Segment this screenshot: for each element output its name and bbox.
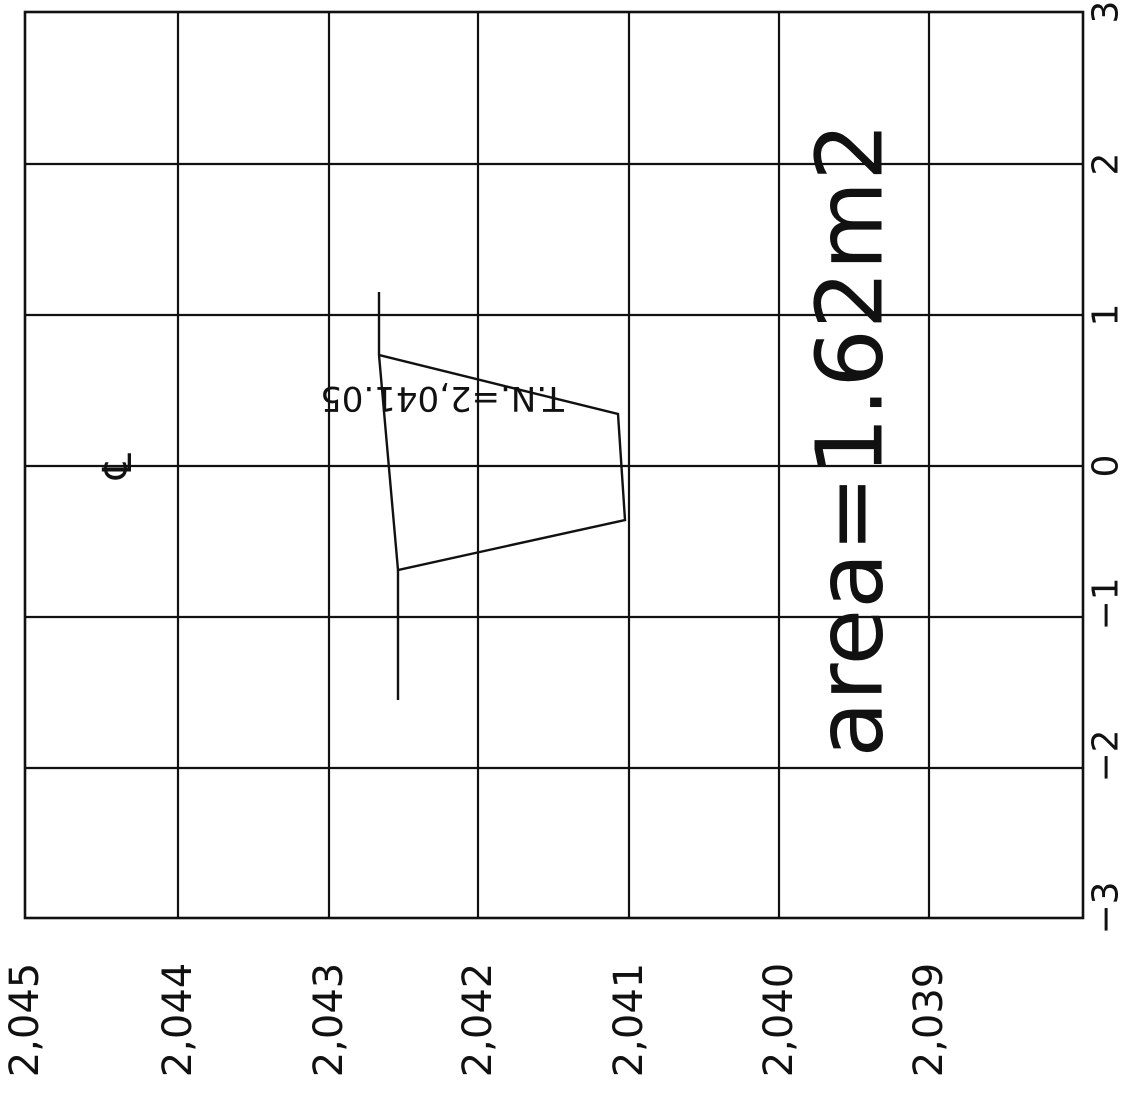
grid	[23, 10, 1085, 920]
centerline-symbol: ℄	[95, 453, 141, 480]
elevation-label-2039: 2,039	[906, 963, 952, 1078]
offset-label-2: 2	[1086, 153, 1127, 176]
elevation-label-2041: 2,041	[606, 963, 652, 1078]
offset-label-0: 0	[1086, 455, 1127, 478]
elevation-label-2040: 2,040	[756, 963, 802, 1078]
elevation-label-2045: 2,045	[2, 963, 48, 1078]
offset-axis: 3 2 1 0 −1 −2 −3	[1086, 1, 1127, 935]
ground-elevation-label: T.N.=2,041.05	[320, 378, 565, 418]
offset-label-1: 1	[1086, 304, 1127, 327]
elevation-label-2044: 2,044	[155, 963, 201, 1078]
elevation-axis: 2,045 2,044 2,043 2,042 2,041 2,040 2,03…	[2, 963, 952, 1078]
offset-label-neg1: −1	[1086, 577, 1127, 630]
elevation-label-2043: 2,043	[306, 963, 352, 1078]
section-profile	[377, 292, 627, 700]
offset-label-3: 3	[1086, 1, 1127, 24]
offset-label-neg2: −2	[1086, 729, 1127, 782]
elevation-label-2042: 2,042	[455, 963, 501, 1078]
offset-label-neg3: −3	[1086, 881, 1127, 934]
centerline-marker: ℄	[95, 453, 141, 480]
area-label: area=1.62m2	[797, 122, 904, 757]
section-outline	[377, 353, 627, 572]
